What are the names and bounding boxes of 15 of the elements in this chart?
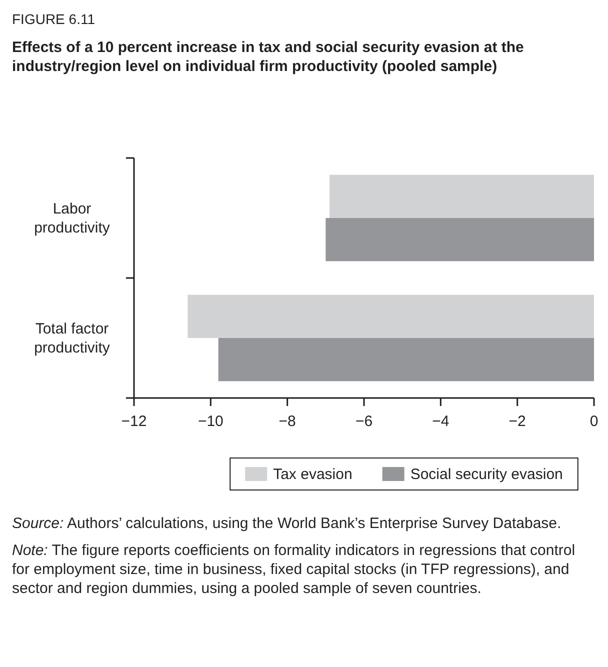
chart-title: Effects of a 10 percent increase in tax and social security evasion at the industry/region level on individual firm productivity (pooled sample) [12, 39, 524, 75]
y-tick-label: Total factor productivity [34, 320, 110, 356]
x-tick-label: −4 [432, 413, 450, 430]
x-tick-label: −8 [278, 413, 296, 430]
y-tick-label: Labor productivity [34, 200, 110, 236]
x-tick-label: 0 [590, 413, 598, 430]
x-tick-label: −6 [355, 413, 373, 430]
source-note: Source: Authors’ calculations, using the World Bank’s Enterprise Survey Database. [12, 515, 562, 532]
x-tick-label: −10 [198, 413, 224, 430]
legend-label: Tax evasion [273, 466, 352, 483]
text: Note: The figure reports coefficients on formality indicators in regressions that control for employment size, time in business, fixed capital stocks (in TFP regressions), and sector and region dummies, using a pooled sample of seven countries. [12, 542, 576, 597]
caption: FIGURE 6.11 [12, 11, 96, 27]
x-tick-label: −12 [121, 413, 147, 430]
legend-label: Social security evasion [410, 466, 563, 483]
x-tick-label: −2 [508, 413, 526, 430]
